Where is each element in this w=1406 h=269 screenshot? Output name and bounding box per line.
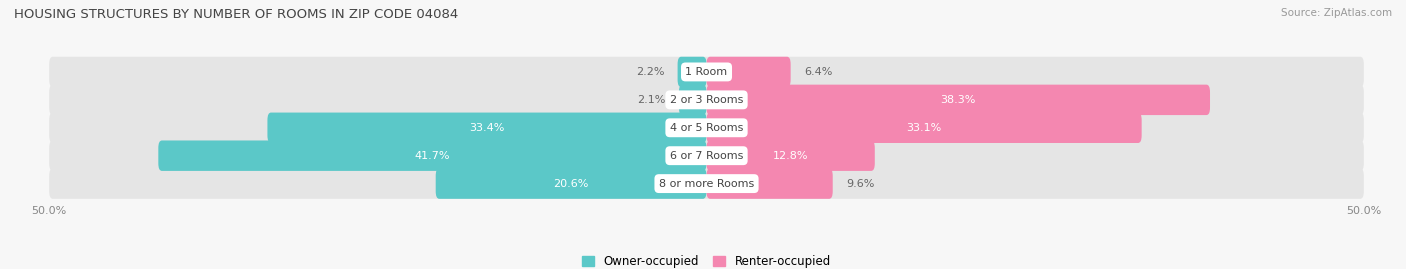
FancyBboxPatch shape <box>679 85 707 115</box>
Text: 33.1%: 33.1% <box>907 123 942 133</box>
FancyBboxPatch shape <box>49 57 1364 87</box>
Text: 33.4%: 33.4% <box>470 123 505 133</box>
Text: 9.6%: 9.6% <box>846 179 875 189</box>
FancyBboxPatch shape <box>49 85 1364 115</box>
Text: 2.1%: 2.1% <box>637 95 666 105</box>
Text: 20.6%: 20.6% <box>554 179 589 189</box>
Text: 2.2%: 2.2% <box>636 67 665 77</box>
FancyBboxPatch shape <box>678 57 707 87</box>
FancyBboxPatch shape <box>436 168 707 199</box>
FancyBboxPatch shape <box>707 140 875 171</box>
Legend: Owner-occupied, Renter-occupied: Owner-occupied, Renter-occupied <box>578 250 835 269</box>
FancyBboxPatch shape <box>707 85 1211 115</box>
Text: Source: ZipAtlas.com: Source: ZipAtlas.com <box>1281 8 1392 18</box>
Text: 8 or more Rooms: 8 or more Rooms <box>659 179 754 189</box>
FancyBboxPatch shape <box>49 168 1364 199</box>
Text: 1 Room: 1 Room <box>686 67 727 77</box>
FancyBboxPatch shape <box>159 140 707 171</box>
Text: 2 or 3 Rooms: 2 or 3 Rooms <box>669 95 744 105</box>
FancyBboxPatch shape <box>707 57 790 87</box>
Text: 41.7%: 41.7% <box>415 151 450 161</box>
Text: 12.8%: 12.8% <box>773 151 808 161</box>
Text: 4 or 5 Rooms: 4 or 5 Rooms <box>669 123 744 133</box>
Text: 6 or 7 Rooms: 6 or 7 Rooms <box>669 151 744 161</box>
FancyBboxPatch shape <box>49 140 1364 171</box>
Text: HOUSING STRUCTURES BY NUMBER OF ROOMS IN ZIP CODE 04084: HOUSING STRUCTURES BY NUMBER OF ROOMS IN… <box>14 8 458 21</box>
Text: 38.3%: 38.3% <box>941 95 976 105</box>
FancyBboxPatch shape <box>707 112 1142 143</box>
FancyBboxPatch shape <box>707 168 832 199</box>
FancyBboxPatch shape <box>267 112 707 143</box>
Text: 6.4%: 6.4% <box>804 67 832 77</box>
FancyBboxPatch shape <box>49 112 1364 143</box>
